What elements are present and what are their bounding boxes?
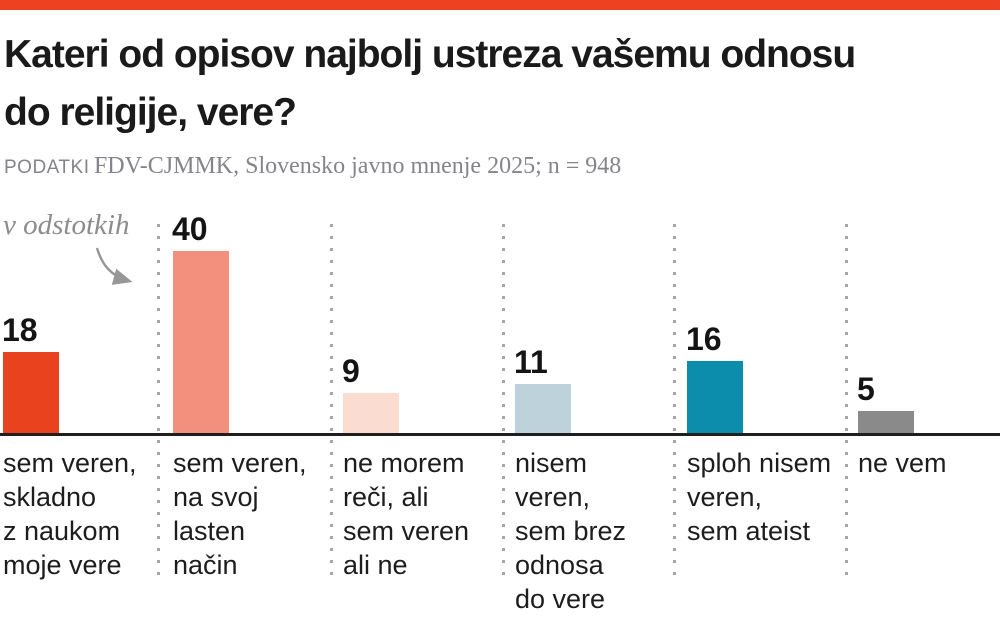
column-divider bbox=[673, 224, 676, 578]
bar bbox=[858, 411, 914, 434]
value-label: 18 bbox=[2, 312, 38, 348]
category-label: nisem veren, sem brez odnosa do vere bbox=[515, 448, 627, 614]
page-title-line2: do religije, vere? bbox=[4, 91, 297, 134]
value-label: 9 bbox=[342, 353, 360, 389]
unit-note: v odstotkih bbox=[3, 209, 130, 241]
column-divider bbox=[330, 224, 333, 578]
bar bbox=[343, 393, 399, 434]
category-label: sem veren, skladno z naukom moje vere bbox=[3, 448, 137, 580]
column-divider bbox=[502, 224, 505, 578]
curved-arrow-icon bbox=[95, 247, 133, 285]
column-divider bbox=[845, 224, 848, 578]
axis-baseline bbox=[0, 433, 1000, 436]
value-label: 40 bbox=[172, 211, 208, 247]
source-label: podatki bbox=[4, 157, 90, 178]
bar bbox=[515, 384, 571, 434]
category-label: sem veren, na svoj lasten način bbox=[173, 448, 307, 580]
page-title-line1: Kateri od opisov najbolj ustreza vašemu … bbox=[4, 33, 856, 76]
source-text: FDV-CJMMK, Slovensko javno mnenje 2025; … bbox=[93, 153, 622, 179]
bar bbox=[173, 251, 229, 434]
top-accent-bar bbox=[0, 0, 1000, 10]
column-divider bbox=[157, 224, 160, 578]
category-label: sploh nisem veren, sem ateist bbox=[687, 448, 832, 546]
bar bbox=[3, 352, 59, 434]
category-label: ne vem bbox=[858, 448, 947, 478]
value-label: 5 bbox=[857, 371, 875, 407]
category-label: ne morem reči, ali sem veren ali ne bbox=[343, 448, 470, 580]
source-line: podatki FDV-CJMMK, Slovensko javno mnenj… bbox=[4, 153, 984, 180]
page-title: Kateri od opisov najbolj ustreza vašemu … bbox=[4, 26, 984, 142]
value-label: 11 bbox=[514, 344, 548, 380]
value-label: 16 bbox=[686, 321, 722, 357]
bar bbox=[687, 361, 743, 434]
